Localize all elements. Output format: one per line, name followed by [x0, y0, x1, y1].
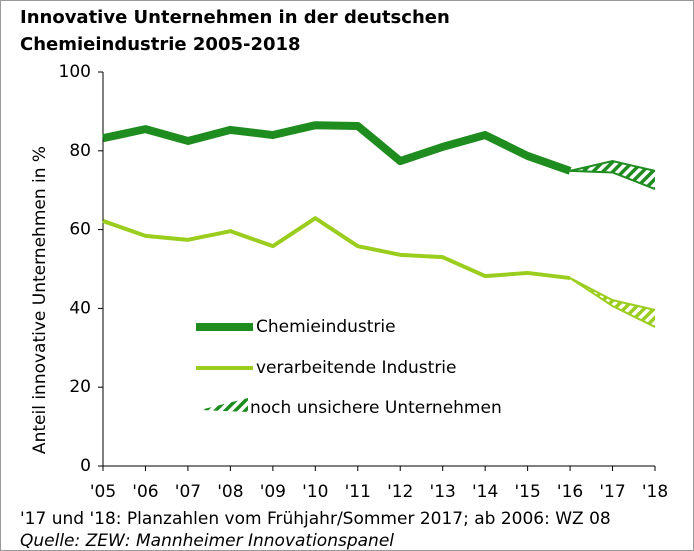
x-tick-label: '07	[175, 482, 201, 502]
planned-line	[569, 277, 656, 328]
uncertain-band	[570, 278, 655, 327]
chart-title: Chemieindustrie 2005-2018	[20, 34, 301, 55]
y-tick-label: 20	[69, 377, 91, 397]
x-tick-label: '16	[557, 482, 583, 502]
y-tick-label: 80	[69, 141, 91, 161]
upper-line	[569, 277, 656, 311]
x-tick-label: '08	[217, 482, 243, 502]
series-line	[102, 216, 571, 281]
x-tick-label: '12	[387, 482, 413, 502]
x-tick-label: '18	[642, 482, 668, 502]
x-tick-label: '06	[132, 482, 158, 502]
chart-title: Innovative Unternehmen in der deutschen	[20, 7, 450, 28]
x-tick-label: '05	[90, 482, 116, 502]
legend-label: Chemieindustrie	[256, 317, 396, 337]
x-tick-label: '11	[345, 482, 371, 502]
x-tick-label: '10	[302, 482, 328, 502]
x-tick-label: '14	[472, 482, 498, 502]
y-tick-label: 60	[69, 220, 91, 240]
x-tick-label: '13	[430, 482, 456, 502]
legend-label: noch unsichere Unternehmen	[250, 398, 502, 418]
y-tick-label: 0	[80, 456, 91, 476]
y-axis-label: Anteil innovative Unternehmen in %	[30, 146, 50, 454]
legend-label: verarbeitende Industrie	[256, 358, 457, 378]
note: '17 und '18: Planzahlen vom Frühjahr/Som…	[20, 509, 611, 529]
planned-line	[570, 169, 656, 190]
y-tick-label: 40	[69, 298, 91, 318]
x-tick-label: '09	[260, 482, 286, 502]
uncertain-band	[570, 161, 655, 190]
source: Quelle: ZEW: Mannheimer Innovationspanel	[20, 531, 394, 551]
series-line	[102, 121, 572, 175]
x-tick-label: '17	[599, 482, 625, 502]
legend-swatch	[200, 398, 248, 412]
y-tick-label: 100	[59, 62, 91, 82]
upper-line	[569, 160, 656, 172]
x-tick-label: '15	[514, 482, 540, 502]
